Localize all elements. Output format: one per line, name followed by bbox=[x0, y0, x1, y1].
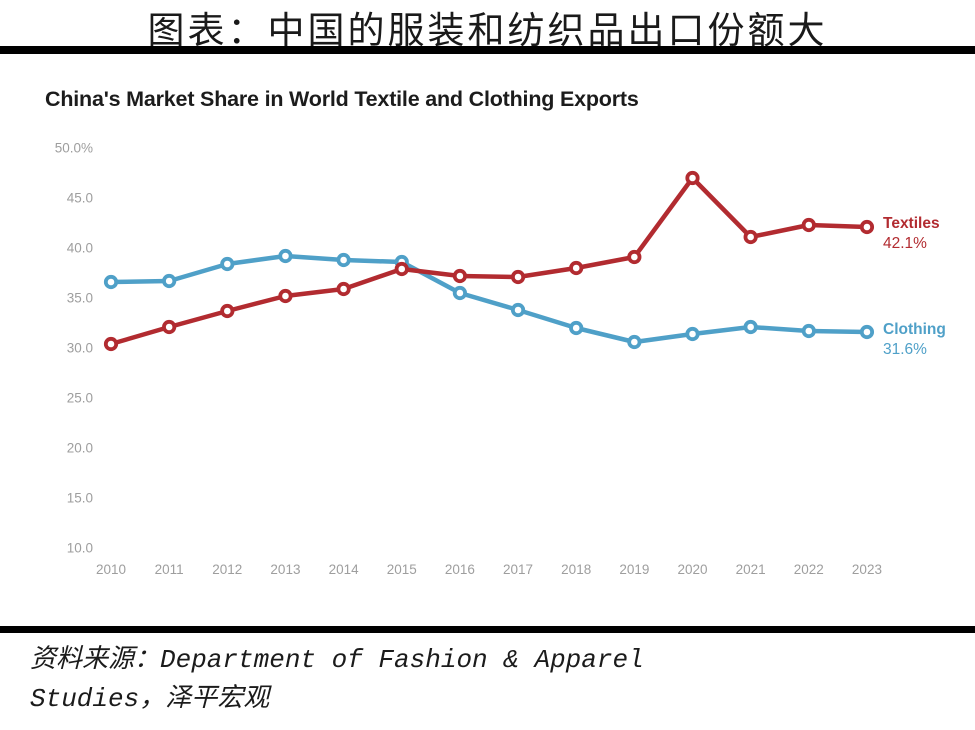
y-axis-tick-label: 20.0 bbox=[67, 441, 93, 456]
data-point-clothing-2021 bbox=[743, 319, 758, 335]
bottom-divider-rule bbox=[0, 626, 975, 633]
x-axis-tick-label: 2017 bbox=[503, 562, 533, 577]
data-point-textiles-2012 bbox=[220, 303, 235, 319]
series-label-textiles: Textiles 42.1% bbox=[883, 214, 940, 254]
x-axis-tick-label: 2019 bbox=[619, 562, 649, 577]
series-name-clothing: Clothing bbox=[883, 321, 946, 338]
x-axis-tick-label: 2013 bbox=[270, 562, 300, 577]
data-point-textiles-2016 bbox=[452, 268, 467, 284]
data-point-clothing-2010 bbox=[103, 274, 119, 290]
source-note: 资料来源：Department of Fashion & Apparel Stu… bbox=[30, 641, 960, 719]
x-axis-tick-label: 2012 bbox=[212, 562, 242, 577]
data-point-textiles-2015 bbox=[394, 261, 409, 277]
y-axis-tick-label: 25.0 bbox=[67, 391, 93, 406]
data-point-clothing-2019 bbox=[627, 334, 642, 350]
data-point-clothing-2022 bbox=[801, 323, 816, 339]
x-axis-tick-label: 2023 bbox=[852, 562, 882, 577]
x-axis-tick-label: 2014 bbox=[329, 562, 360, 577]
x-axis-tick-label: 2018 bbox=[561, 562, 591, 577]
chart-title: China's Market Share in World Textile an… bbox=[45, 87, 639, 111]
y-axis-tick-label: 15.0 bbox=[67, 491, 93, 506]
x-axis-tick-label: 2015 bbox=[387, 562, 417, 577]
x-axis-tick-label: 2011 bbox=[155, 562, 184, 577]
data-point-clothing-2011 bbox=[162, 273, 177, 289]
data-point-clothing-2012 bbox=[220, 256, 235, 272]
data-point-clothing-2018 bbox=[569, 320, 584, 336]
data-point-textiles-2022 bbox=[801, 217, 816, 233]
series-label-clothing: Clothing 31.6% bbox=[883, 320, 946, 360]
series-name-textiles: Textiles bbox=[883, 215, 940, 232]
data-point-textiles-2020 bbox=[685, 170, 700, 186]
series-line-textiles bbox=[108, 175, 870, 347]
source-note-line2: Studies，泽平宏观 bbox=[30, 684, 270, 714]
y-axis-tick-label: 10.0 bbox=[67, 541, 93, 556]
y-axis-tick-label: 40.0 bbox=[67, 241, 93, 256]
data-point-clothing-2023 bbox=[859, 324, 875, 340]
data-point-clothing-2016 bbox=[452, 285, 467, 301]
x-axis-tick-label: 2020 bbox=[677, 562, 707, 577]
page-title: 图表：中国的服装和纺织品出口份额大 bbox=[147, 11, 828, 52]
series-line-clothing bbox=[108, 253, 870, 345]
data-point-clothing-2017 bbox=[510, 302, 526, 318]
data-point-textiles-2023 bbox=[859, 219, 875, 235]
x-axis-tick-label: 2016 bbox=[445, 562, 475, 577]
y-axis-tick-label: 45.0 bbox=[67, 191, 93, 206]
x-axis-tick-label: 2010 bbox=[96, 562, 126, 577]
data-point-clothing-2013 bbox=[278, 248, 293, 264]
data-point-textiles-2017 bbox=[510, 269, 526, 285]
data-point-textiles-2014 bbox=[336, 281, 351, 297]
data-point-textiles-2013 bbox=[278, 288, 293, 304]
data-point-clothing-2014 bbox=[336, 252, 351, 268]
y-axis-tick-label: 35.0 bbox=[67, 291, 93, 306]
top-divider-rule bbox=[0, 46, 975, 54]
data-point-textiles-2019 bbox=[627, 249, 642, 265]
data-point-textiles-2018 bbox=[569, 260, 584, 276]
y-axis-tick-label: 30.0 bbox=[67, 341, 93, 356]
line-chart: 50.0%45.040.035.030.025.020.015.010.0201… bbox=[55, 141, 882, 578]
x-axis-tick-label: 2022 bbox=[794, 562, 824, 577]
series-value-textiles: 42.1% bbox=[883, 235, 927, 252]
y-axis-tick-label: 50.0% bbox=[55, 141, 93, 156]
x-axis-tick-label: 2021 bbox=[736, 562, 766, 577]
data-point-textiles-2011 bbox=[162, 319, 177, 335]
data-point-textiles-2021 bbox=[743, 229, 758, 245]
data-point-clothing-2020 bbox=[685, 326, 700, 342]
data-point-textiles-2010 bbox=[103, 336, 119, 352]
source-note-line1: 资料来源：Department of Fashion & Apparel bbox=[30, 645, 644, 675]
series-value-clothing: 31.6% bbox=[883, 341, 927, 358]
